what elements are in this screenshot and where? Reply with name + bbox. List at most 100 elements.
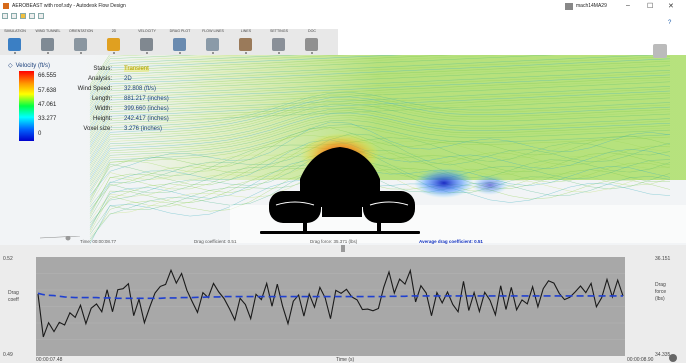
legend-value-2: 57.638 [38,88,57,94]
wind-tunnel-icon[interactable] [41,38,54,51]
info-value: 3.276 (inches) [124,126,163,132]
minimize-button[interactable]: – [626,2,630,9]
timeline-slider-handle[interactable] [65,236,71,241]
streamline [89,95,671,152]
simulation-icon[interactable] [8,38,21,51]
ribbon-tab-indicator [14,52,16,54]
ribbon-tab-indicator [179,52,181,54]
info-value: Transient [124,66,149,72]
ribbon-tab-indicator [311,52,313,54]
ribbon-tab-label[interactable]: VELOCITY [138,29,156,33]
settings-icon[interactable] [272,38,285,51]
streamline [89,55,403,99]
undo-icon[interactable] [29,13,35,19]
info-key: Wind Speed: [77,86,112,92]
open-icon[interactable] [11,13,17,19]
ribbon-tab-label[interactable]: LINES [240,29,252,33]
y-axis-min: 0.49 [3,352,13,358]
streamline [89,137,671,203]
menu-icon[interactable] [2,13,8,19]
streamline [89,76,671,134]
streamline [89,162,671,237]
y-axis-max: 0.52 [3,256,13,262]
ribbon-tab-indicator [245,52,247,54]
streamline [89,55,556,106]
streamline [89,148,671,224]
streamline [89,105,671,173]
close-button[interactable]: ✕ [668,3,674,10]
streamline [89,79,671,136]
orientation-icon[interactable] [74,38,87,51]
streamline [89,108,671,175]
ribbon-tab-label[interactable]: SIMULATION [4,29,26,33]
right-axis-max: 36.151 [655,256,671,262]
streamline [89,115,671,182]
y-axis-label-2: coeff [8,297,19,303]
info-key: Width: [94,106,112,112]
ribbon-tab-label[interactable]: ORIENTATION [68,29,94,33]
legend-title: ◇ Velocity (ft/s) [8,62,50,70]
legend-value-max: 66.555 [38,73,57,79]
average-drag-series [37,292,623,300]
right-axis-label-3: (lbs) [655,296,665,302]
info-key: Voxel size: [83,126,112,132]
velocity-color-scale [19,71,34,141]
drag-force-readout: Drag force: 35.371 (lbs) [310,239,358,244]
ribbon-tab-indicator [146,52,148,54]
legend-value-min: 0 [38,131,42,137]
streamline [89,92,671,159]
info-value: 399.660 (inches) [124,106,169,112]
average-drag-readout: Average drag coefficient: 0.51 [419,239,483,244]
streamline [89,55,658,111]
settings-icon[interactable] [669,354,677,362]
save-icon[interactable] [20,13,26,19]
ribbon-tab-label[interactable]: SETTINGS [270,29,288,33]
lines-icon[interactable] [239,38,252,51]
redo-icon[interactable] [38,13,44,19]
streamline [89,149,671,219]
view-cube-icon[interactable] [653,44,667,58]
velocity-icon[interactable] [140,38,153,51]
streamline [89,164,671,233]
legend-value-3: 47.061 [38,102,57,108]
ribbon-tab-label[interactable]: FLOW LINES [202,29,224,33]
streamline [89,72,671,129]
user-account[interactable]: mach14MA29 [565,2,607,10]
2d-icon[interactable] [107,38,120,51]
legend-title-text: Velocity (ft/s) [15,62,50,69]
streamline [89,139,671,212]
maximize-button[interactable]: ☐ [647,3,654,10]
time-readout: Time: 00:00:08.77 [80,239,117,244]
ribbon-tab-label[interactable]: WIND TUNNEL [35,29,61,33]
x-axis-label: Time (s) [336,357,355,363]
simulation-viewport[interactable] [0,55,686,245]
right-axis-min: 34.335 [655,352,671,358]
streamline [89,101,671,168]
streamline [89,70,671,127]
ribbon-tab-label[interactable]: 2D [111,29,117,33]
streamline [89,119,671,187]
flow-lines-icon[interactable] [206,38,219,51]
streamline [89,97,671,155]
right-axis-label-1: Drag [655,282,666,288]
ribbon-tab-label[interactable]: DOC [308,29,316,33]
timeline-track [39,236,81,241]
streamline [89,86,671,143]
drag-plot-icon[interactable] [173,38,186,51]
streamline [89,58,671,116]
ribbon-toolbar: SIMULATION WIND TUNNEL ORIENTATION 2D VELOCI… [0,29,338,55]
streamline [89,88,671,145]
streamline [89,55,352,97]
streamline [89,81,671,139]
drag-coefficient-readout: Drag coefficient: 0.51 [194,239,237,244]
ribbon-tab-label[interactable]: DRAG PLOT [169,29,191,33]
panel-resize-handle[interactable] [341,245,345,252]
streamline [89,134,671,205]
drag-plot-area [36,257,625,356]
collapse-icon[interactable]: ◇ [8,63,13,69]
window-title: AEROBEAST with roof.sdy - Autodesk Flow … [12,3,126,9]
streamline [89,112,671,180]
streamline [89,60,671,118]
help-button[interactable]: ? [668,20,672,26]
doc-icon[interactable] [305,38,318,51]
